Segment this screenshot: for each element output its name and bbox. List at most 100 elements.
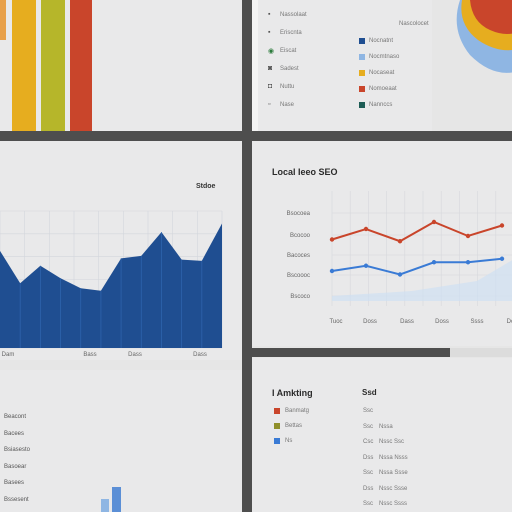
legend-label: Nannccs (369, 102, 393, 108)
x-tick-label: Dass (128, 352, 142, 358)
list-item-label: Eiscat (280, 48, 297, 54)
bottom-left-panel: Beacont Bacees Bsiasesto Basoear Basees Bsses… (0, 370, 242, 512)
line-point (397, 272, 403, 277)
stats-row-value: Nssc Ssse (379, 485, 408, 492)
stats-row-key: Ssc (363, 408, 374, 414)
x-tick-label: Dass (193, 352, 207, 358)
area-series (0, 223, 222, 348)
x-tick-label: Doss (363, 319, 377, 325)
y-tick-label: Bscoco (290, 294, 310, 300)
legend-swatch (274, 438, 280, 444)
top-right-header: Nascolocet (399, 21, 429, 27)
line-point (499, 223, 505, 228)
legend-swatch (359, 70, 365, 76)
legend-label: Nocnatnt (369, 38, 394, 44)
olive-bar (41, 0, 65, 131)
line-point (431, 219, 437, 225)
ranking-title: I Amkting (272, 388, 313, 398)
legend-swatch (359, 102, 365, 108)
x-tick-label: Dass (400, 319, 414, 325)
side-list-label: Basoear (4, 463, 27, 470)
list-item-label: Eriscnta (280, 30, 302, 36)
line-point (363, 226, 369, 232)
legend-label: Nomoeaat (369, 86, 397, 92)
stats-row-value: Nssc Ssc (379, 439, 405, 445)
legend-label: Banmatg (285, 408, 310, 414)
mini-bar-1 (101, 499, 109, 512)
legend-label: Ns (285, 438, 293, 444)
line-point (329, 237, 335, 242)
legend-label: Bettas (285, 423, 303, 429)
horizontal-divider-right (252, 348, 450, 357)
area-chart: Dam Bass Dass Dass (0, 210, 223, 358)
legend-swatch (359, 86, 365, 92)
ui-icon: ▫ (268, 101, 271, 108)
line-chart-panel: Local Ieeo SEO Bsocoea Bcocoo Bacoces Bscoo… (252, 141, 512, 346)
x-tick-label: Doss (435, 319, 449, 325)
area-chart-label: Stdoe (196, 183, 216, 190)
line-point (329, 268, 335, 274)
side-list-label: Bssesent (4, 496, 29, 503)
bottom-right-panel: I Amkting Banmatg Bettas Ns Ssd Ssc Ssc Nssa… (252, 358, 512, 512)
line-point (499, 256, 505, 261)
y-tick-label: Bsocoea (287, 211, 311, 217)
stats-row-key: Dss (363, 485, 374, 492)
vertical-divider (242, 0, 252, 512)
ui-icon: ◙ (268, 65, 273, 72)
x-tick-label: Bass (83, 352, 96, 358)
legend-label: Nocaseat (369, 70, 395, 76)
list-item-label: Sadest (280, 66, 299, 72)
mini-bar-2 (112, 487, 121, 512)
line-series-2 (331, 257, 503, 276)
line-chart: Bsocoea Bcocoo Bacoces Bscoooc Bscoco Tuoc Dos… (287, 191, 512, 325)
list-item-label: Nase (280, 102, 295, 108)
legend-label: Nocmtnaso (369, 54, 400, 60)
top-left-panel (0, 0, 242, 131)
red-bar (70, 0, 92, 131)
top-right-panel: Nascolocet Nocnatnt Nocmtnaso Nocaseat Nomo… (340, 0, 512, 131)
stats-row-value: Nssa Nsss (379, 454, 408, 461)
y-tick-label: Bacoces (287, 253, 310, 259)
stats-row-key: Csc (363, 439, 374, 445)
line-chart-title: Local Ieeo SEO (272, 167, 338, 177)
side-list-label: Bacees (4, 430, 25, 437)
legend-swatch (274, 408, 280, 414)
area-chart-panel: Stdoe Dam Bass Dass Dass (0, 141, 242, 360)
ui-icon: ◉ (268, 48, 275, 55)
stats-row-value: Nssa (379, 423, 393, 430)
y-tick-label: Bscoooc (287, 273, 310, 279)
divider-light-segment (450, 348, 512, 357)
line-series-1 (331, 220, 503, 243)
stats-row-value: Nssa Ssse (379, 470, 408, 476)
stats-row-key: Ssc (363, 423, 374, 430)
stats-row-key: Ssc (363, 501, 374, 507)
confidence-band (332, 260, 512, 301)
top-left-white-gap (252, 0, 258, 131)
ui-icon: ▪ (268, 29, 271, 36)
x-tick-label: Dam (2, 352, 15, 358)
stats-row-key: Ssc (363, 470, 374, 476)
stats-row-key: Dss (363, 454, 374, 461)
x-tick-label: Doc (507, 319, 512, 325)
orange-edge (0, 0, 6, 40)
legend-swatch (359, 38, 365, 44)
stats-row-value: Nssc Ssss (379, 501, 408, 507)
ui-icon: ◘ (268, 83, 273, 90)
stats-header: Ssd (362, 388, 377, 397)
legend-swatch (359, 54, 365, 60)
ui-icon: ▪ (268, 11, 271, 18)
horizontal-divider-top (0, 131, 512, 141)
y-tick-label: Bcocoo (290, 233, 311, 239)
list-item-label: Nuttu (280, 84, 295, 90)
line-point (431, 260, 437, 265)
legend-swatch (274, 423, 280, 429)
side-list-label: Bsiasesto (4, 447, 31, 453)
yellow-bar (12, 0, 36, 131)
pie-decoration (456, 0, 512, 73)
top-middle-panel: ▪ Nassolaat ▪ Eriscnta ◉ Eiscat ◙ Sadest ◘ Nuttu ▫… (252, 0, 432, 131)
line-point (465, 233, 471, 239)
line-point (363, 263, 369, 268)
x-tick-label: Ssss (470, 319, 483, 325)
line-point (465, 260, 471, 265)
side-list-label: Basees (4, 480, 25, 486)
